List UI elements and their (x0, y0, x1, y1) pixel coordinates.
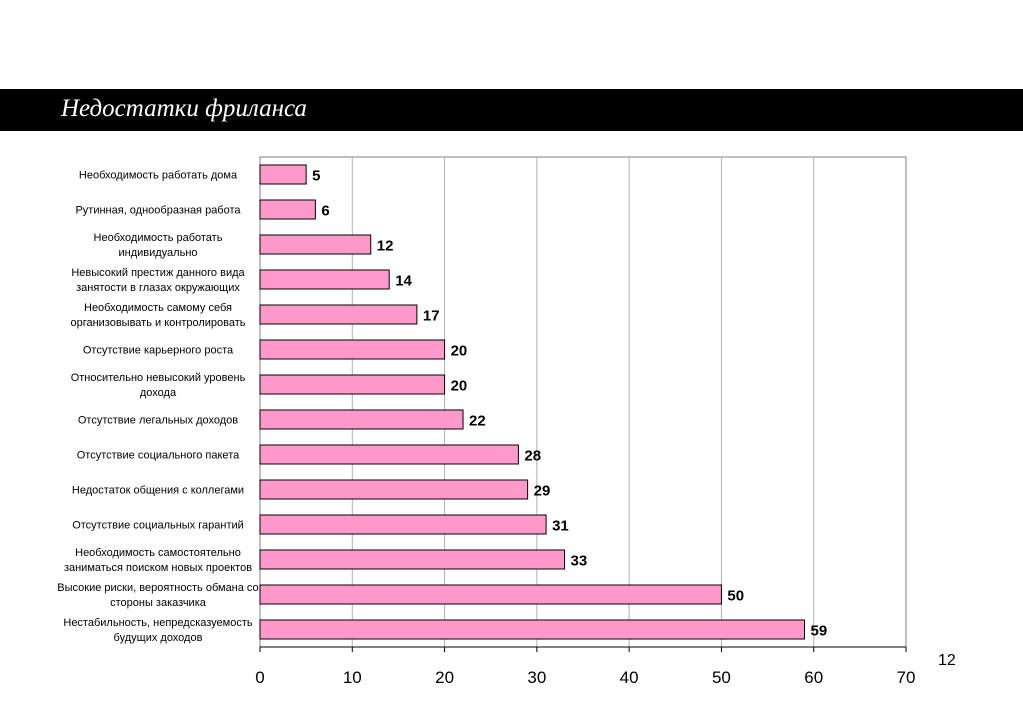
value-label: 5 (312, 168, 320, 185)
value-label: 17 (423, 308, 440, 325)
category-label: Относительно невысокий уровень дохода (71, 372, 246, 399)
value-label: 20 (451, 343, 468, 360)
value-label: 12 (377, 238, 394, 255)
x-tick-label: 20 (435, 668, 454, 687)
bar (259, 199, 316, 220)
value-label: 31 (552, 518, 569, 535)
value-label: 14 (395, 273, 412, 290)
bar (259, 514, 547, 535)
bar (259, 164, 307, 185)
category-label: Нестабильность, непредсказуемость будущих… (63, 617, 253, 644)
bar (259, 374, 446, 395)
x-tick-label: 50 (712, 668, 731, 687)
title-bar: Недостатки фриланса (0, 89, 1023, 131)
category-label: Высокие риски, вероятность обмана со стор… (57, 582, 258, 609)
bar (259, 584, 722, 605)
bar (259, 269, 390, 290)
x-tick-label: 40 (620, 668, 639, 687)
x-tick-label: 30 (527, 668, 546, 687)
page-number: 12 (938, 652, 956, 669)
category-label: Необходимость работать дома (79, 170, 238, 182)
plot-area (259, 156, 907, 648)
category-label: Невысокий престиж данного вида занятости … (71, 267, 245, 294)
bar (259, 304, 418, 325)
category-label: Необходимость работать индивидуально (94, 232, 223, 259)
bar (259, 234, 372, 255)
bar (259, 479, 529, 500)
category-label: Необходимость самому себя организовывать … (70, 302, 245, 329)
bar (259, 339, 446, 360)
value-label: 22 (469, 413, 486, 430)
value-label: 29 (534, 483, 551, 500)
value-label: 50 (727, 588, 744, 605)
x-tick-label: 0 (255, 668, 264, 687)
category-label: Отсутствие карьерного роста (83, 345, 234, 357)
bar (259, 409, 464, 430)
x-tick-label: 60 (804, 668, 823, 687)
value-label: 6 (321, 203, 329, 220)
value-label: 28 (524, 448, 541, 465)
category-label: Необходимость самостоятельно заниматься п… (64, 547, 252, 574)
value-label: 33 (571, 553, 588, 570)
value-label: 59 (810, 623, 827, 640)
bar (259, 549, 566, 570)
bar (259, 444, 519, 465)
category-label: Рутинная, однообразная работа (75, 205, 241, 217)
x-tick-label: 70 (897, 668, 916, 687)
category-label: Отсутствие легальных доходов (78, 415, 238, 427)
value-label: 20 (451, 378, 468, 395)
bar (259, 619, 805, 640)
slide-title: Недостатки фриланса (61, 95, 307, 122)
category-label: Недостаток общения с коллегами (72, 485, 244, 497)
category-label: Отсутствие социальных гарантий (72, 520, 244, 532)
x-tick-label: 10 (343, 668, 362, 687)
category-label: Отсутствие социального пакета (77, 450, 240, 462)
